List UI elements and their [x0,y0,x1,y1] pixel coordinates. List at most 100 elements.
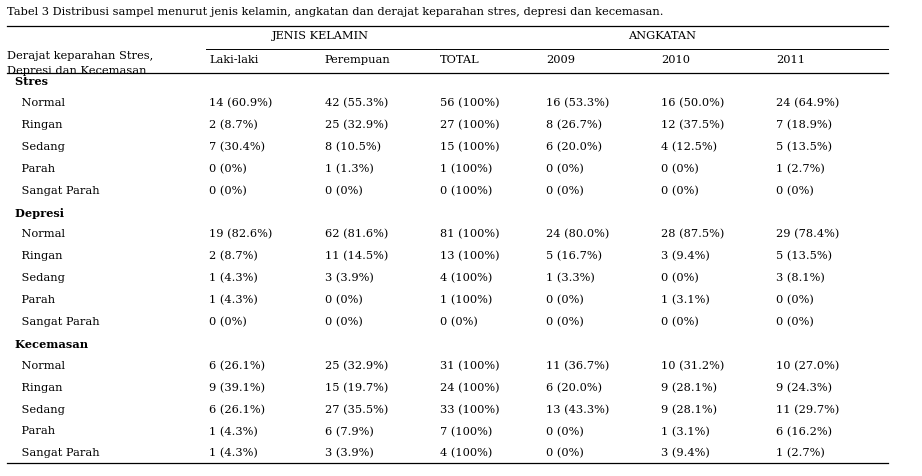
Text: 0 (0%): 0 (0%) [546,448,584,459]
Text: 7 (30.4%): 7 (30.4%) [209,142,266,152]
Text: 31 (100%): 31 (100%) [440,361,500,371]
Text: 3 (9.4%): 3 (9.4%) [661,251,710,262]
Text: 0 (0%): 0 (0%) [661,186,699,196]
Text: 8 (26.7%): 8 (26.7%) [546,120,602,130]
Text: Parah: Parah [7,426,55,436]
Text: 19 (82.6%): 19 (82.6%) [209,229,273,240]
Text: Laki-laki: Laki-laki [209,55,259,65]
Text: Ringan: Ringan [7,383,63,393]
Text: 0 (0%): 0 (0%) [325,295,362,306]
Text: 7 (18.9%): 7 (18.9%) [776,120,833,130]
Text: Derajat keparahan Stres,: Derajat keparahan Stres, [7,51,154,61]
Text: 0 (0%): 0 (0%) [546,295,584,306]
Text: 0 (0%): 0 (0%) [776,317,814,327]
Text: 10 (27.0%): 10 (27.0%) [776,361,840,371]
Text: 11 (36.7%): 11 (36.7%) [546,361,609,371]
Text: 0 (0%): 0 (0%) [325,186,362,196]
Text: 25 (32.9%): 25 (32.9%) [325,361,388,371]
Text: Kecemasan: Kecemasan [7,339,89,350]
Text: 9 (28.1%): 9 (28.1%) [661,383,717,393]
Text: 6 (20.0%): 6 (20.0%) [546,142,602,152]
Text: 5 (13.5%): 5 (13.5%) [776,251,833,262]
Text: 6 (7.9%): 6 (7.9%) [325,426,373,437]
Text: 11 (14.5%): 11 (14.5%) [325,251,388,262]
Text: 27 (100%): 27 (100%) [440,120,500,130]
Text: 1 (100%): 1 (100%) [440,164,492,174]
Text: 14 (60.9%): 14 (60.9%) [209,98,273,109]
Text: Depresi dan Kecemasan: Depresi dan Kecemasan [7,66,147,76]
Text: 0 (0%): 0 (0%) [661,164,699,174]
Text: 0 (0%): 0 (0%) [209,317,247,327]
Text: 16 (50.0%): 16 (50.0%) [661,98,725,109]
Text: 1 (4.3%): 1 (4.3%) [209,273,258,284]
Text: Normal: Normal [7,98,65,108]
Text: 12 (37.5%): 12 (37.5%) [661,120,725,130]
Text: 0 (0%): 0 (0%) [546,164,584,174]
Text: 8 (10.5%): 8 (10.5%) [325,142,381,152]
Text: 33 (100%): 33 (100%) [440,405,500,415]
Text: 15 (19.7%): 15 (19.7%) [325,383,388,393]
Text: 13 (100%): 13 (100%) [440,251,500,262]
Text: 29 (78.4%): 29 (78.4%) [776,229,840,240]
Text: Normal: Normal [7,361,65,371]
Text: 1 (3.1%): 1 (3.1%) [661,426,710,437]
Text: 2 (8.7%): 2 (8.7%) [209,120,258,130]
Text: Sedang: Sedang [7,273,65,283]
Text: 9 (24.3%): 9 (24.3%) [776,383,833,393]
Text: 11 (29.7%): 11 (29.7%) [776,405,840,415]
Text: ANGKATAN: ANGKATAN [628,31,696,41]
Text: Depresi: Depresi [7,208,65,218]
Text: Perempuan: Perempuan [325,55,390,65]
Text: 6 (16.2%): 6 (16.2%) [776,426,833,437]
Text: 2010: 2010 [661,55,690,65]
Text: Sangat Parah: Sangat Parah [7,448,100,458]
Text: JENIS KELAMIN: JENIS KELAMIN [272,31,370,41]
Text: 1 (100%): 1 (100%) [440,295,492,306]
Text: Sedang: Sedang [7,142,65,152]
Text: 9 (39.1%): 9 (39.1%) [209,383,266,393]
Text: 6 (26.1%): 6 (26.1%) [209,361,266,371]
Text: 81 (100%): 81 (100%) [440,229,500,240]
Text: 3 (3.9%): 3 (3.9%) [325,448,373,459]
Text: 1 (4.3%): 1 (4.3%) [209,448,258,459]
Text: Ringan: Ringan [7,120,63,130]
Text: 1 (1.3%): 1 (1.3%) [325,164,373,174]
Text: 5 (16.7%): 5 (16.7%) [546,251,602,262]
Text: Sangat Parah: Sangat Parah [7,186,100,196]
Text: TOTAL: TOTAL [440,55,479,65]
Text: 5 (13.5%): 5 (13.5%) [776,142,833,152]
Text: 6 (20.0%): 6 (20.0%) [546,383,602,393]
Text: 2011: 2011 [776,55,805,65]
Text: Parah: Parah [7,295,55,305]
Text: 3 (9.4%): 3 (9.4%) [661,448,710,459]
Text: 1 (2.7%): 1 (2.7%) [776,448,825,459]
Text: 27 (35.5%): 27 (35.5%) [325,405,388,415]
Text: 42 (55.3%): 42 (55.3%) [325,98,388,109]
Text: 1 (3.1%): 1 (3.1%) [661,295,710,306]
Text: Tabel 3 Distribusi sampel menurut jenis kelamin, angkatan dan derajat keparahan : Tabel 3 Distribusi sampel menurut jenis … [7,7,664,17]
Text: 13 (43.3%): 13 (43.3%) [546,405,609,415]
Text: 1 (4.3%): 1 (4.3%) [209,426,258,437]
Text: 0 (0%): 0 (0%) [325,317,362,327]
Text: 24 (100%): 24 (100%) [440,383,500,393]
Text: 0 (0%): 0 (0%) [440,317,478,327]
Text: 2009: 2009 [546,55,574,65]
Text: 0 (0%): 0 (0%) [209,186,247,196]
Text: 16 (53.3%): 16 (53.3%) [546,98,609,109]
Text: Ringan: Ringan [7,251,63,261]
Text: Sedang: Sedang [7,405,65,415]
Text: 1 (4.3%): 1 (4.3%) [209,295,258,306]
Text: 0 (0%): 0 (0%) [776,186,814,196]
Text: 0 (0%): 0 (0%) [661,317,699,327]
Text: 24 (64.9%): 24 (64.9%) [776,98,840,109]
Text: 0 (0%): 0 (0%) [661,273,699,284]
Text: 28 (87.5%): 28 (87.5%) [661,229,725,240]
Text: 0 (0%): 0 (0%) [546,317,584,327]
Text: 15 (100%): 15 (100%) [440,142,500,152]
Text: Parah: Parah [7,164,55,174]
Text: 56 (100%): 56 (100%) [440,98,500,109]
Text: 9 (28.1%): 9 (28.1%) [661,405,717,415]
Text: 6 (26.1%): 6 (26.1%) [209,405,266,415]
Text: 0 (0%): 0 (0%) [546,426,584,437]
Text: 62 (81.6%): 62 (81.6%) [325,229,388,240]
